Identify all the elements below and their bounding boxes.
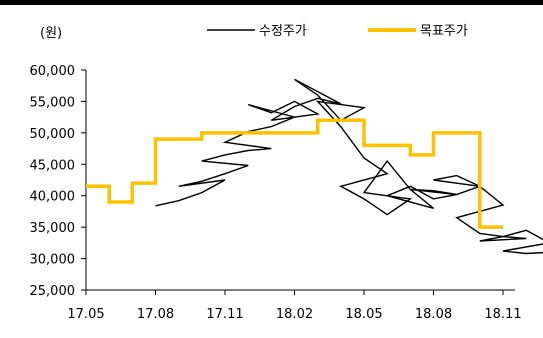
y-tick-label: 50,000	[30, 127, 76, 142]
y-tick-label: 55,000	[30, 95, 76, 110]
series-line-stock-price	[155, 78, 543, 255]
legend-label-target-price: 목표주가	[420, 24, 468, 39]
y-tick-label: 35,000	[30, 221, 76, 236]
series-line-target-price	[86, 118, 503, 229]
x-tick-label: 18.08	[415, 307, 452, 322]
x-tick-label: 18.05	[345, 307, 382, 322]
y-tick-label: 40,000	[30, 190, 76, 205]
y-axis: 25,000 30,000 35,000 40,000 45,000 50,000 55,0…	[30, 64, 87, 299]
x-tick-label: 18.02	[276, 307, 313, 322]
legend-label-stock-price: 수정주가	[259, 24, 307, 39]
y-tick-label: 60,000	[30, 64, 76, 79]
plot-area	[86, 78, 543, 255]
legend: 수정주가 목표주가	[207, 24, 468, 39]
y-tick-label: 30,000	[30, 253, 76, 268]
x-axis: 17.05 17.08 17.11 18.02 18.05 18.08 18.11	[67, 289, 522, 322]
top-border-bar	[0, 0, 543, 5]
y-axis-unit-label: (원)	[40, 26, 62, 41]
x-tick-label: 18.11	[484, 307, 521, 322]
x-tick-label: 17.11	[206, 307, 243, 322]
x-tick-label: 17.08	[137, 307, 174, 322]
y-tick-label: 25,000	[30, 284, 76, 299]
y-tick-label: 45,000	[30, 158, 76, 173]
x-tick-label: 17.05	[67, 307, 104, 322]
